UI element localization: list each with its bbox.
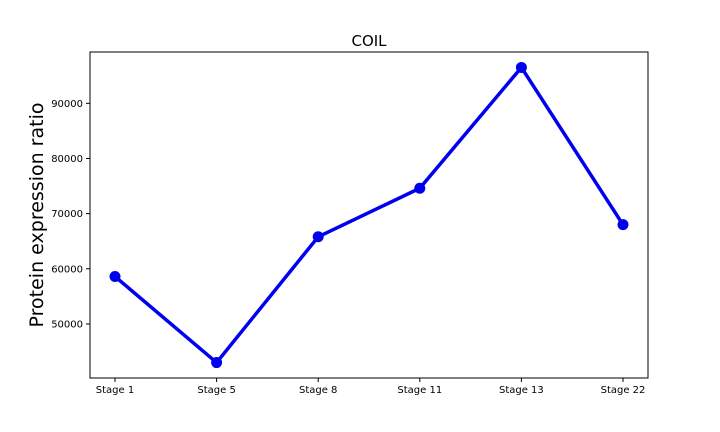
y-axis-label: Protein expression ratio [26, 103, 48, 328]
y-tick-label: 80000 [51, 154, 83, 165]
series-layer [109, 61, 629, 369]
y-tick-label: 90000 [51, 99, 83, 110]
x-tick-label: Stage 22 [601, 385, 646, 396]
chart-title: COIL [351, 32, 387, 50]
x-tick-label: Stage 8 [299, 385, 337, 396]
data-point [211, 357, 223, 369]
series-line [113, 65, 625, 365]
x-tick-label: Stage 11 [397, 385, 442, 396]
data-point [312, 231, 324, 243]
y-axis: 50000 60000 70000 80000 90000 [51, 99, 90, 330]
x-tick-label: Stage 5 [197, 385, 235, 396]
data-point [109, 271, 121, 283]
y-tick-label: 70000 [51, 209, 83, 220]
x-tick-label: Stage 1 [96, 385, 134, 396]
data-point [414, 182, 426, 194]
x-axis: Stage 1 Stage 5 Stage 8 Stage 11 Stage 13 Sta… [96, 378, 646, 396]
plot-area-frame [89, 51, 649, 379]
y-tick-label: 50000 [51, 319, 83, 330]
data-point [617, 219, 629, 231]
data-point [515, 61, 527, 73]
y-tick-label: 60000 [51, 264, 83, 275]
x-tick-label: Stage 13 [499, 385, 544, 396]
